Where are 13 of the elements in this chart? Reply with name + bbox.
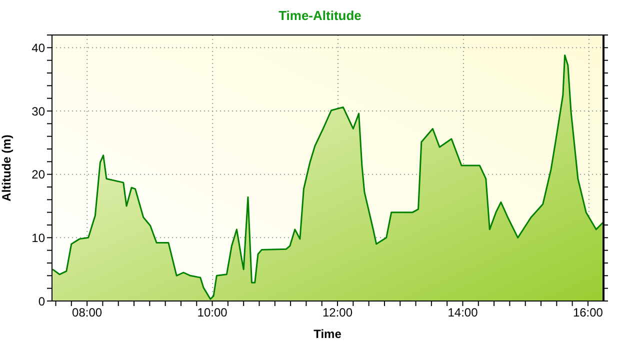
y-tick-label: 20 — [32, 168, 46, 182]
y-tick-label: 40 — [32, 40, 46, 55]
x-tick-label: 08:00 — [72, 306, 102, 320]
x-tick-label: 14:00 — [448, 306, 478, 320]
y-axis-title: Altitude (m) — [0, 134, 14, 202]
y-tick-label: 0 — [38, 294, 46, 308]
chart-title: Time-Altitude — [278, 8, 362, 23]
y-tick-label: 10 — [32, 230, 46, 245]
x-tick-label: 10:00 — [197, 306, 228, 320]
x-axis-title: Time — [314, 327, 342, 341]
x-tick-label: 16:00 — [572, 306, 604, 320]
y-tick-label: 30 — [32, 104, 46, 118]
x-tick-label: 12:00 — [322, 306, 353, 320]
